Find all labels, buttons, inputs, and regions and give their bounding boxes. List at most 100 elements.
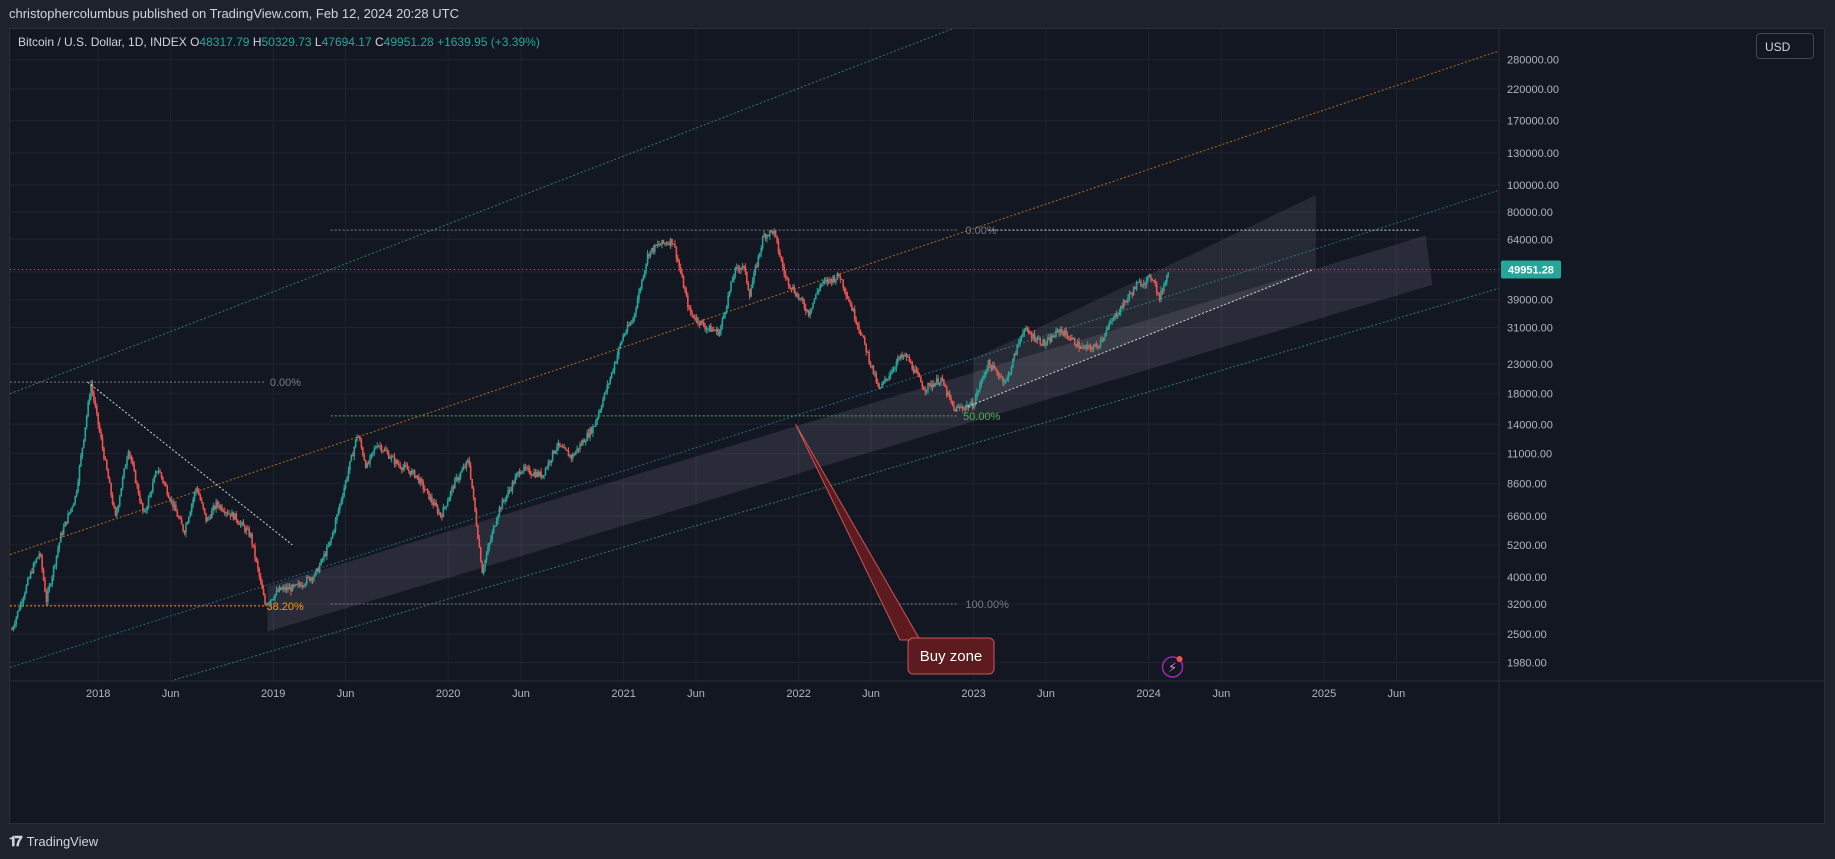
candle-body bbox=[475, 511, 478, 526]
candle-body bbox=[747, 282, 750, 290]
candle-body bbox=[1004, 380, 1007, 382]
candle-body bbox=[849, 301, 852, 305]
candle-body bbox=[331, 532, 334, 539]
candle-body bbox=[1148, 275, 1151, 277]
candle-body bbox=[810, 308, 813, 312]
candle-body bbox=[336, 514, 338, 521]
candle-body bbox=[239, 523, 242, 525]
candle-body bbox=[938, 382, 941, 385]
chart-panel[interactable]: 0.00% 50.00% 100.00% 0.00% 38.20% Buy zone ⚡ … bbox=[9, 28, 1825, 824]
candle-body bbox=[794, 292, 797, 297]
candle-body bbox=[884, 378, 886, 382]
candle-body bbox=[225, 512, 228, 514]
tradingview-logo[interactable]: 𝟏𝟕 TradingView bbox=[9, 833, 98, 850]
candle-body bbox=[327, 545, 330, 547]
candle-body bbox=[474, 497, 476, 512]
candle-body bbox=[1145, 278, 1148, 285]
candle-body bbox=[931, 384, 934, 388]
candle-body bbox=[231, 512, 233, 517]
candle-body bbox=[1134, 287, 1136, 290]
candle-body bbox=[32, 563, 35, 573]
candle-body bbox=[337, 510, 340, 515]
candle-body bbox=[1092, 347, 1095, 350]
candle-body bbox=[1055, 330, 1057, 337]
candle-body bbox=[958, 406, 961, 408]
candle-body bbox=[786, 276, 788, 279]
candle-body bbox=[130, 455, 133, 461]
buy-zone-label: Buy zone bbox=[920, 648, 983, 665]
candle-body bbox=[94, 400, 97, 407]
candle-body bbox=[1030, 334, 1033, 339]
candle-body bbox=[353, 447, 356, 457]
candle-body bbox=[293, 584, 295, 587]
candle-body bbox=[981, 377, 984, 380]
candle-body bbox=[737, 267, 740, 269]
candle-body bbox=[979, 385, 981, 392]
candle-body bbox=[172, 500, 174, 508]
candle-body bbox=[68, 512, 71, 514]
candle-body bbox=[346, 478, 348, 481]
candle-body bbox=[891, 370, 893, 374]
candle-body bbox=[590, 428, 593, 434]
candle-body bbox=[889, 373, 892, 376]
candle-body bbox=[830, 279, 833, 283]
candle-body bbox=[761, 237, 764, 248]
lightning-icon-glyph: ⚡ bbox=[1168, 661, 1177, 676]
candle-body bbox=[324, 554, 327, 556]
candle-body bbox=[1091, 348, 1093, 350]
candle-body bbox=[505, 495, 508, 501]
price-tick-label: 11000.00 bbox=[1507, 449, 1552, 461]
candle-body bbox=[284, 587, 286, 591]
candle-body bbox=[93, 392, 95, 401]
candle-body bbox=[426, 489, 429, 491]
candle-body bbox=[209, 517, 212, 519]
candle-body bbox=[363, 455, 366, 461]
candle-body bbox=[1094, 344, 1096, 348]
candle-body bbox=[669, 238, 672, 246]
candle-body bbox=[832, 277, 834, 283]
candle-body bbox=[932, 384, 935, 387]
candle-body bbox=[149, 493, 151, 498]
candle-body bbox=[465, 461, 468, 468]
candle-body bbox=[806, 310, 809, 312]
time-axis: 2018 Jun 2019 Jun 2020 Jun 2021 Jun 2022 Jun 2023 J… bbox=[10, 680, 1824, 700]
candle-body bbox=[439, 512, 442, 517]
time-tick-label: 2024 bbox=[1136, 688, 1160, 700]
candle-body bbox=[577, 448, 580, 450]
candle-body bbox=[280, 587, 282, 590]
price-chart[interactable]: 0.00%50.00%100.00%0.00%38.20% Buy zone⚡ … bbox=[10, 29, 1825, 824]
candle-body bbox=[1014, 353, 1017, 355]
candle-body bbox=[730, 281, 732, 291]
candle-body bbox=[961, 406, 964, 409]
candle-body bbox=[874, 373, 876, 375]
currency-button[interactable]: USD bbox=[1756, 33, 1814, 59]
candle-body bbox=[501, 500, 504, 509]
candle-body bbox=[287, 587, 289, 590]
candle-body bbox=[822, 281, 824, 284]
candle-body bbox=[498, 507, 501, 516]
candle-body bbox=[838, 273, 840, 277]
candle-body bbox=[950, 397, 952, 401]
candle-body bbox=[812, 302, 814, 309]
candle-body bbox=[433, 502, 436, 506]
candle-body bbox=[740, 267, 742, 271]
candle-body bbox=[544, 468, 547, 475]
candle-body bbox=[1161, 290, 1164, 292]
downtrend-line bbox=[87, 381, 293, 546]
low-label: L bbox=[314, 35, 322, 49]
candle-body bbox=[1132, 287, 1135, 295]
candle-body bbox=[817, 289, 820, 292]
candle-body bbox=[917, 371, 919, 375]
candle-body bbox=[863, 337, 866, 344]
candle-body bbox=[645, 263, 647, 271]
candle-body bbox=[878, 383, 880, 389]
candle-body bbox=[223, 511, 226, 514]
candle-body bbox=[114, 506, 117, 516]
candle-body bbox=[229, 513, 232, 517]
candle-body bbox=[106, 459, 108, 470]
candle-body bbox=[540, 471, 542, 478]
candle-body bbox=[630, 321, 633, 324]
candle-body bbox=[819, 284, 821, 290]
candle-body bbox=[510, 489, 512, 491]
candle-body bbox=[277, 590, 279, 592]
